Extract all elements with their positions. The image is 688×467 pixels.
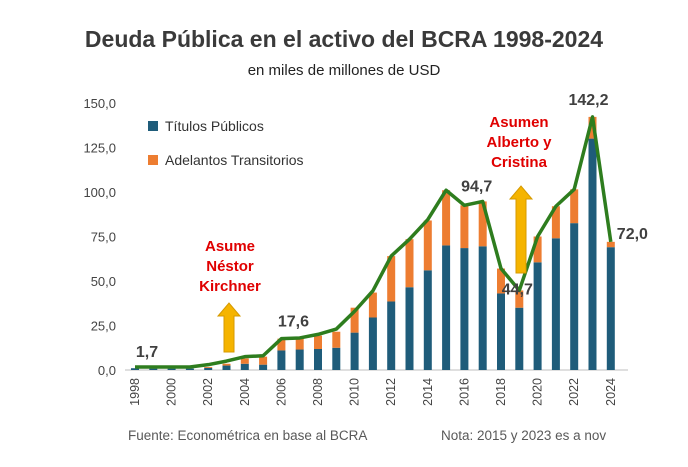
- bar-adelantos-2016: [460, 205, 469, 249]
- legend-swatch-titulos: [148, 121, 158, 131]
- bar-titulos-2010: [350, 332, 359, 370]
- arrow-0: [216, 302, 242, 353]
- bar-adelantos-2021: [551, 206, 560, 239]
- x-tick-label: 2014: [421, 378, 435, 406]
- bar-adelantos-2022: [570, 189, 579, 224]
- x-tick-label: 2022: [567, 378, 581, 406]
- legend-label-titulos: Títulos Públicos: [165, 118, 264, 134]
- data-label-2024: 72,0: [617, 226, 648, 243]
- x-tick-label: 2010: [348, 378, 362, 406]
- bar-titulos-2008: [314, 348, 322, 370]
- annotation-0-line-2: Kirchner: [199, 278, 261, 295]
- bar-titulos-2015: [442, 245, 451, 370]
- arrow-1: [508, 185, 534, 274]
- x-tick-label: 2020: [531, 378, 545, 406]
- bar-adelantos-2010: [350, 307, 359, 333]
- x-tick-label: 2006: [274, 378, 288, 406]
- bar-titulos-2019: [515, 307, 524, 370]
- bar-titulos-2016: [460, 248, 469, 370]
- bar-adelantos-2005: [259, 356, 268, 365]
- bar-titulos-2024: [606, 247, 615, 370]
- bar-titulos-2009: [332, 347, 341, 370]
- x-tick-label: 2000: [165, 378, 179, 406]
- total-line: [135, 115, 613, 369]
- y-tick-label: 125,0: [83, 141, 116, 156]
- chart-subtitle: en miles de millones de USD: [247, 62, 441, 79]
- bar-adelantos-2002: [204, 366, 213, 368]
- bar-adelantos-2011: [368, 292, 377, 318]
- y-tick-label: 75,0: [91, 230, 116, 245]
- bar-titulos-2020: [533, 262, 542, 370]
- bar-titulos-2012: [387, 301, 396, 370]
- x-tick-label: 1998: [128, 378, 142, 406]
- footer-note: Nota: 2015 y 2023 es a nov: [441, 428, 607, 443]
- bar-titulos-2011: [368, 317, 377, 370]
- legend-swatch-adelantos: [148, 155, 158, 165]
- x-tick-label: 2002: [201, 378, 215, 406]
- annotation-1-line-1: Alberto y: [486, 134, 552, 151]
- bar-adelantos-2018: [497, 268, 505, 294]
- bar-titulos-2017: [478, 246, 487, 370]
- bar-adelantos-2013: [405, 239, 414, 288]
- annotation-1-line-0: Asumen: [489, 114, 548, 131]
- annotation-1-line-2: Cristina: [491, 154, 548, 171]
- data-label-2019: 44,7: [502, 281, 533, 298]
- bar-titulos-2002: [204, 367, 213, 370]
- legend-item-titulos: Títulos Públicos: [148, 118, 264, 134]
- bar-titulos-1999: [149, 368, 158, 370]
- bar-titulos-2018: [497, 293, 505, 370]
- bar-adelantos-2015: [442, 190, 451, 246]
- data-label-2023: 142,2: [568, 92, 608, 109]
- bar-titulos-2005: [259, 364, 268, 370]
- bar-titulos-2004: [240, 363, 249, 370]
- annotation-0-line-1: Néstor: [206, 258, 254, 275]
- bar-titulos-2013: [405, 287, 414, 370]
- bar-titulos-2001: [185, 368, 194, 370]
- y-tick-label: 150,0: [83, 96, 116, 111]
- y-tick-label: 25,0: [91, 319, 116, 334]
- bar-adelantos-2020: [533, 236, 542, 263]
- legend-label-adelantos: Adelantos Transitorios: [165, 152, 304, 168]
- x-tick-label: 2018: [494, 378, 508, 406]
- bar-adelantos-2003: [222, 363, 231, 366]
- data-label-2017: 94,7: [461, 178, 492, 195]
- bar-titulos-2006: [277, 350, 286, 370]
- bar-titulos-2014: [423, 270, 432, 370]
- annotation-0-line-0: Asume: [205, 238, 255, 255]
- chart-title: Deuda Pública en el activo del BCRA 1998…: [84, 26, 604, 52]
- bar-titulos-2023: [588, 138, 597, 370]
- footer-source: Fuente: Econométrica en base al BCRA: [128, 428, 368, 443]
- y-tick-label: 0,0: [98, 363, 116, 378]
- bar-titulos-2000: [167, 368, 176, 370]
- data-label-2006: 17,6: [278, 314, 309, 331]
- y-tick-label: 100,0: [83, 185, 116, 200]
- bar-adelantos-2012: [387, 256, 396, 302]
- bar-adelantos-2004: [240, 358, 249, 364]
- bar-titulos-2022: [570, 223, 579, 370]
- legend-item-adelantos: Adelantos Transitorios: [148, 152, 304, 168]
- bar-titulos-2003: [222, 365, 231, 370]
- x-tick-label: 2024: [604, 378, 618, 406]
- bar-adelantos-2007: [295, 337, 304, 350]
- bar-adelantos-2008: [314, 335, 322, 349]
- bar-adelantos-2014: [423, 220, 432, 271]
- bar-adelantos-2009: [332, 331, 341, 348]
- bar-adelantos-2024: [606, 241, 615, 248]
- bar-adelantos-2006: [277, 338, 286, 351]
- x-tick-label: 2012: [384, 378, 398, 406]
- data-label-1998: 1,7: [136, 344, 158, 361]
- bar-adelantos-2019: [515, 290, 524, 308]
- x-tick-label: 2016: [457, 378, 471, 406]
- bar-titulos-1998: [131, 368, 139, 370]
- bar-titulos-2021: [551, 238, 560, 370]
- x-tick-label: 2004: [238, 378, 252, 406]
- y-tick-label: 50,0: [91, 274, 116, 289]
- bar-adelantos-2017: [478, 201, 487, 247]
- x-tick-label: 2008: [311, 378, 325, 406]
- bar-titulos-2007: [295, 349, 304, 370]
